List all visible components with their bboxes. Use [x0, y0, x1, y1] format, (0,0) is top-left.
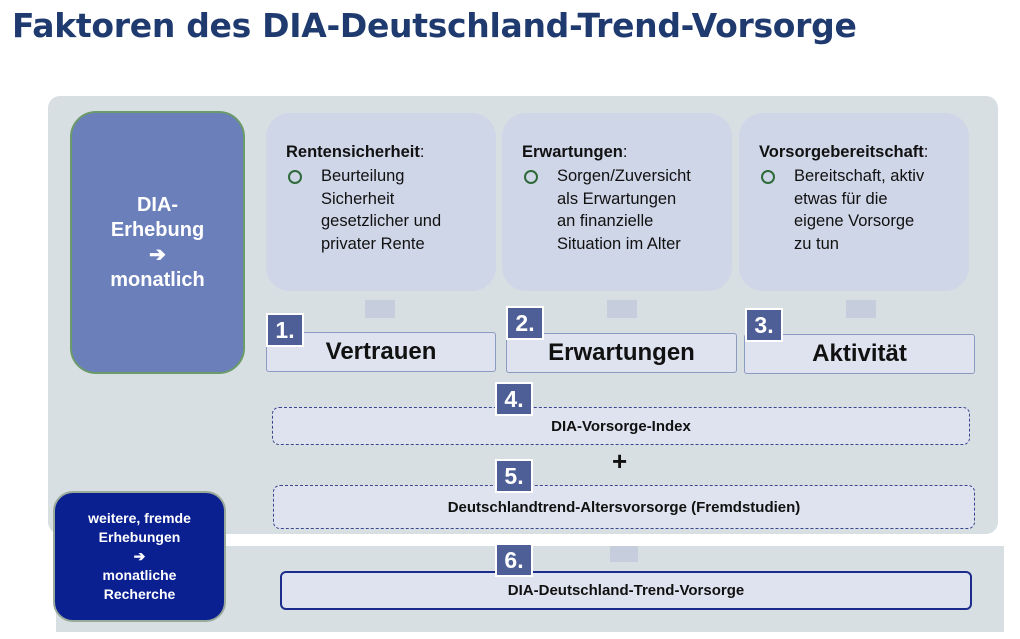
connector — [610, 546, 638, 562]
aktivitaet-label: Aktivität — [812, 340, 907, 367]
factor-heading: Erwartungen: — [522, 143, 628, 161]
number-badge-1: 1. — [266, 313, 304, 347]
deutschland-trend-vorsorge-box: DIA-Deutschland-Trend-Vorsorge — [280, 571, 972, 610]
factor-heading: Vorsorgebereitschaft: — [759, 143, 929, 161]
connector — [846, 300, 876, 318]
factor-text: Beurteilung Sicherheit gesetzlicher und pr… — [321, 167, 442, 253]
dia-erhebung-box: DIA- Erhebung ➔ monatlich — [70, 111, 245, 374]
vertrauen-label: Vertrauen — [325, 338, 437, 365]
number-badge-3: 3. — [745, 308, 783, 342]
vorsorge-index-label: DIA-Vorsorge-Index — [551, 417, 691, 435]
vertrauen-box: Vertrauen — [266, 332, 496, 372]
circle-bullet-icon — [524, 170, 538, 184]
erwartungen-box: Erwartungen — [506, 333, 737, 373]
factor-card-vorsorgebereitschaft: Vorsorgebereitschaft: Bereitschaft, akti… — [739, 113, 969, 291]
deutschlandtrend-label: Deutschlandtrend-Altersvorsorge (Fremdst… — [447, 498, 801, 516]
connector — [607, 300, 637, 318]
dia-box-line3: monatlich — [110, 268, 205, 291]
aktivitaet-box: Aktivität — [744, 334, 975, 374]
dia-box-line2: Erhebung — [110, 218, 205, 241]
factor-text: Bereitschaft, aktiv etwas für die eigene … — [794, 167, 925, 253]
number-badge-4: 4. — [495, 382, 533, 416]
weitere-line1: weitere, fremde — [88, 510, 191, 526]
page-title: Faktoren des DIA-Deutschland-Trend-Vorso… — [12, 6, 857, 45]
deutschland-trend-vorsorge-label: DIA-Deutschland-Trend-Vorsorge — [507, 582, 745, 599]
weitere-line3: monatliche — [102, 567, 177, 583]
number-badge-5: 5. — [495, 459, 533, 493]
deutschlandtrend-box: Deutschlandtrend-Altersvorsorge (Fremdst… — [273, 485, 975, 529]
factor-text: Sorgen/Zuversicht als Erwartungen an fina… — [557, 167, 691, 253]
arrow-right-icon: ➔ — [133, 548, 146, 564]
weitere-line2: Erhebungen — [98, 529, 181, 545]
arrow-right-icon: ➔ — [149, 243, 166, 266]
factor-heading: Rentensicherheit: — [286, 143, 425, 161]
connector — [365, 300, 395, 318]
vorsorge-index-box: DIA-Vorsorge-Index — [272, 407, 970, 445]
factor-card-erwartungen: Erwartungen: Sorgen/Zuversicht als Erwart… — [502, 113, 732, 291]
circle-bullet-icon — [288, 170, 302, 184]
plus-sign: + — [612, 446, 628, 476]
dia-box-line1: DIA- — [136, 193, 179, 216]
weitere-line4: Recherche — [103, 586, 176, 602]
factor-card-rentensicherheit: Rentensicherheit: Beurteilung Sicherheit … — [266, 113, 496, 291]
number-badge-2: 2. — [506, 306, 544, 340]
erwartungen-label: Erwartungen — [548, 339, 695, 366]
weitere-erhebungen-box: weitere, fremde Erhebungen ➔ monatliche … — [53, 491, 226, 622]
number-badge-6: 6. — [495, 543, 533, 577]
circle-bullet-icon — [761, 170, 775, 184]
